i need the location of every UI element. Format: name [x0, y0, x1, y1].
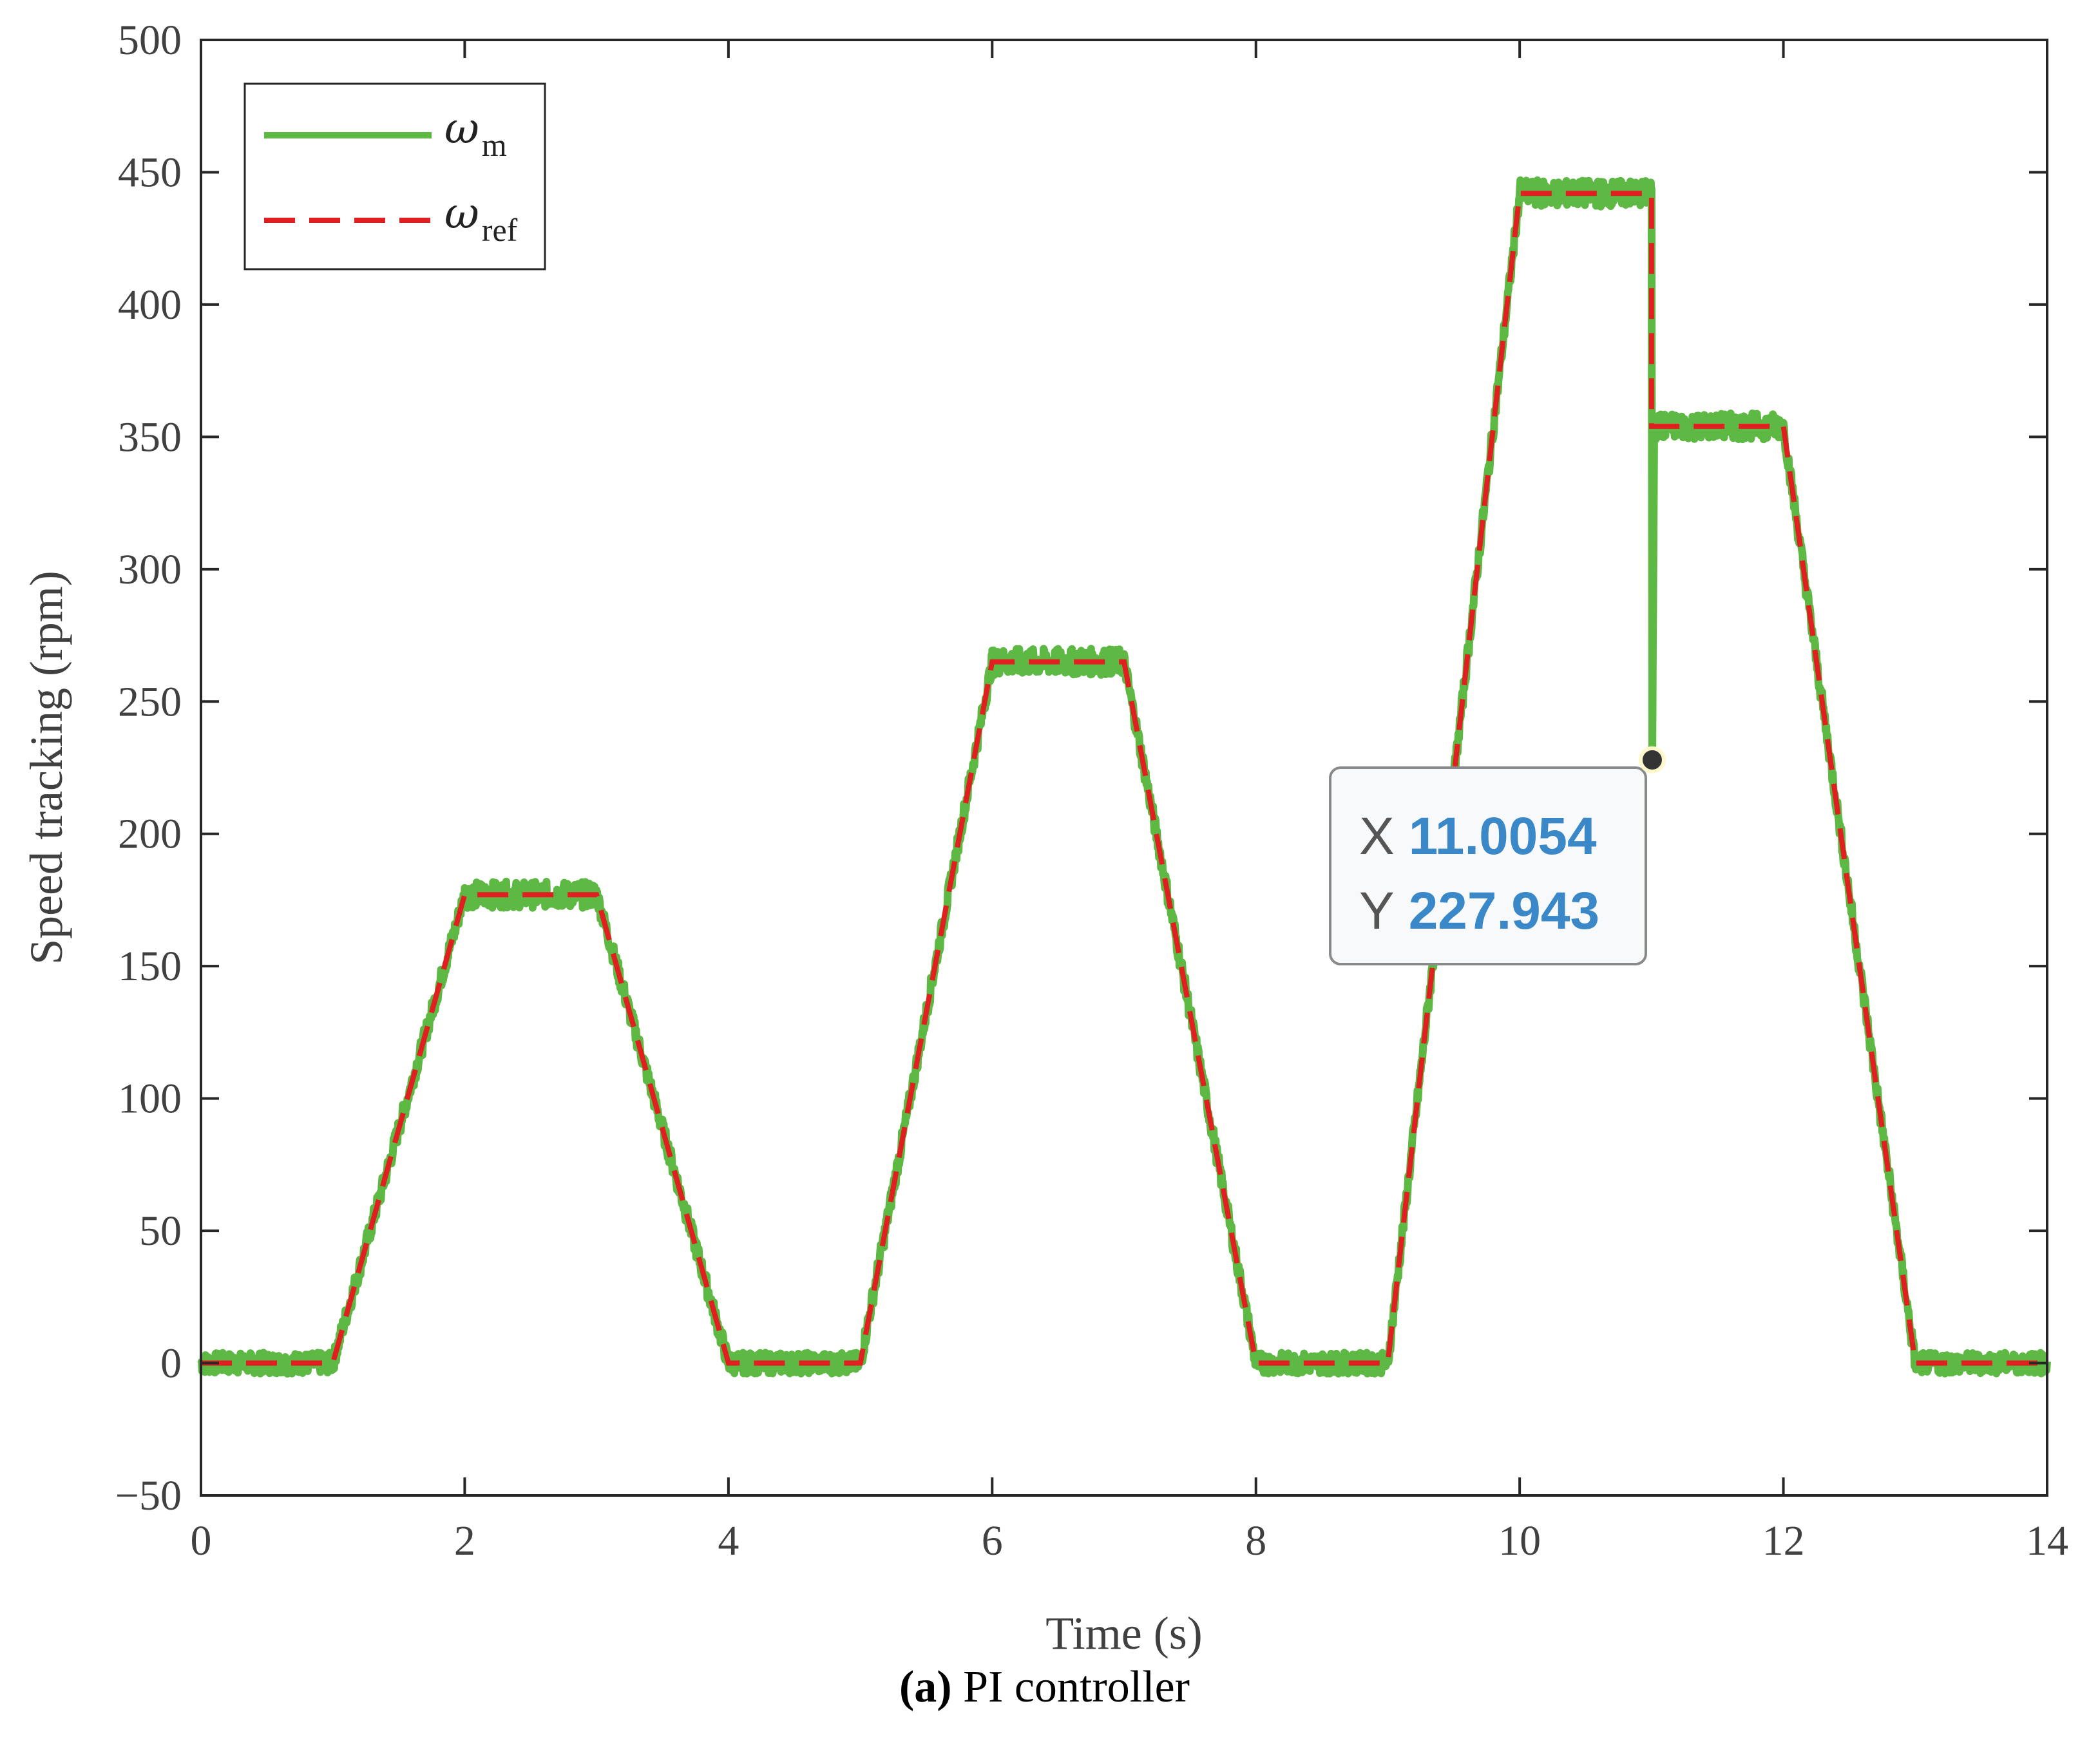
data-tip-marker[interactable]: [1638, 746, 1666, 773]
data-tip-x-row: X 11.0054: [1359, 807, 1597, 866]
x-tick-label: 2: [454, 1517, 475, 1564]
x-tick-label: 14: [2026, 1517, 2068, 1564]
y-tick-label: 400: [118, 281, 182, 328]
y-tick-label: 0: [160, 1340, 182, 1387]
y-tick-label: 500: [118, 17, 182, 64]
plot-marks: [197, 176, 2051, 1378]
data-tip-box: [1329, 766, 1647, 965]
y-tick-label: 100: [118, 1076, 182, 1123]
y-tick-label: −50: [115, 1472, 182, 1519]
axis-ticks: [200, 39, 2048, 1497]
legend: ωm ωref: [243, 82, 546, 270]
series-omega-m-line: [197, 176, 2051, 1378]
y-tick-label: 250: [118, 678, 182, 725]
x-tick-label: 12: [1762, 1517, 1805, 1564]
y-tick-label: 350: [118, 413, 182, 460]
data-tip-y-row: Y 227.943: [1359, 882, 1599, 940]
x-tick-label: 4: [718, 1517, 739, 1564]
legend-entry-omega-m: ωm: [444, 104, 507, 163]
y-tick-label: 300: [118, 546, 182, 593]
y-tick-label: 450: [118, 149, 182, 196]
series-omega-ref-line: [201, 191, 2047, 1366]
plot-frame: [200, 39, 2048, 1497]
x-tick-label: 0: [191, 1517, 212, 1564]
axis-tick-labels: 0 2 4 6 8 10 12 14−5005010015020025030035040045…: [115, 17, 2068, 1564]
x-tick-label: 10: [1498, 1517, 1541, 1564]
y-axis-label: Speed tracking (rpm): [21, 571, 72, 965]
y-tick-label: 150: [118, 943, 182, 990]
legend-entry-omega-ref: ωref: [444, 189, 518, 248]
data-tip[interactable]: X 11.0054 Y 227.943: [1329, 746, 1666, 965]
x-tick-label: 8: [1245, 1517, 1266, 1564]
legend-box: [243, 82, 546, 270]
caption-text: PI controller: [951, 1662, 1190, 1712]
figure-caption: (a) PI controller: [0, 1662, 2089, 1713]
y-tick-label: 200: [118, 811, 182, 858]
x-tick-label: 6: [982, 1517, 1003, 1564]
y-tick-label: 50: [139, 1208, 182, 1255]
x-axis-label: Time (s): [1045, 1608, 1202, 1659]
caption-label: (a): [899, 1662, 952, 1712]
